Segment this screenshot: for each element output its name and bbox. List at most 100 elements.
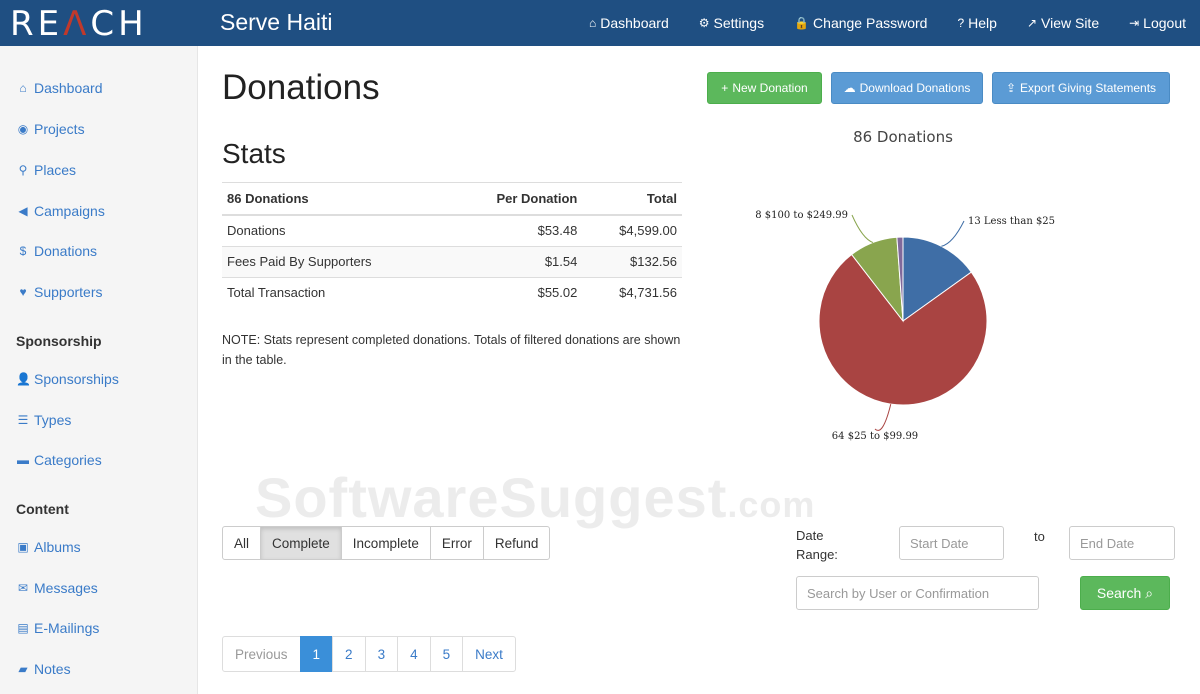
sidebar-item-label: Places <box>34 162 77 178</box>
nav-view-site[interactable]: ↗ View Site <box>1027 15 1099 31</box>
sidebar-item-e-mailings[interactable]: ▤ E-Mailings <box>16 620 99 636</box>
help-icon: ? <box>957 16 965 30</box>
sidebar-item-label: Campaigns <box>34 203 105 219</box>
filter-error-button[interactable]: Error <box>429 526 484 560</box>
heart-icon: ♥ <box>19 285 27 299</box>
pie-label-connector <box>874 403 892 431</box>
start-date-input[interactable]: Start Date <box>899 526 1004 560</box>
sidebar-item-label: Donations <box>34 243 98 259</box>
end-date-input[interactable]: End Date <box>1069 526 1175 560</box>
button-label: New Donation <box>732 81 808 95</box>
sidebar-item-supporters[interactable]: ♥ Supporters <box>16 284 102 300</box>
sidebar-item-projects[interactable]: ◉ Projects <box>16 121 85 137</box>
stats-heading: Stats <box>222 138 286 169</box>
organization-name: Serve Haiti <box>220 9 333 35</box>
sidebar-item-dashboard[interactable]: ⌂ Dashboard <box>16 80 103 96</box>
filter-complete-button[interactable]: Complete <box>260 526 342 560</box>
table-cell: $55.02 <box>448 276 583 308</box>
button-label: Download Donations <box>859 81 971 95</box>
filter-refund-button[interactable]: Refund <box>482 526 551 560</box>
logout-icon: ⇥ <box>1129 16 1140 30</box>
table-header-row: 86 Donations Per Donation Total <box>222 182 682 216</box>
nav-change-password[interactable]: 🔒 Change Password <box>794 15 927 31</box>
nav-label: View Site <box>1041 15 1100 31</box>
nav-dashboard[interactable]: ⌂ Dashboard <box>589 15 669 31</box>
lock-icon: 🔒 <box>794 16 810 30</box>
export-icon: ⇪ <box>1005 81 1016 95</box>
nav-help[interactable]: ? Help <box>957 15 996 31</box>
pagination-page-1[interactable]: 1 <box>299 636 334 672</box>
new-donation-button[interactable]: + New Donation <box>707 72 822 104</box>
pagination-page-3[interactable]: 3 <box>364 636 399 672</box>
sidebar-item-label: Dashboard <box>34 80 103 96</box>
sidebar-item-label: Sponsorships <box>34 371 119 387</box>
sidebar-item-types[interactable]: ☰ Types <box>16 412 72 428</box>
nav-logout[interactable]: ⇥ Logout <box>1129 15 1186 31</box>
pie-slice[interactable] <box>896 236 904 322</box>
sidebar-item-notes[interactable]: ▰ Notes <box>16 661 71 677</box>
sidebar-heading-content: Content <box>16 501 69 517</box>
table-cell: Donations <box>222 214 449 246</box>
sidebar-item-categories[interactable]: ▬ Categories <box>16 452 102 468</box>
chart-title: 86 Donations <box>853 128 953 146</box>
search-button[interactable]: Search ⌕ <box>1080 576 1170 610</box>
sidebar-item-label: Supporters <box>34 284 103 300</box>
sidebar-item-donations[interactable]: $ Donations <box>16 243 97 259</box>
pagination-previous[interactable]: Previous <box>222 636 301 672</box>
pie-label-connector <box>941 220 965 247</box>
sidebar-item-label: Albums <box>34 539 81 555</box>
watermark: SoftwareSuggest.com <box>255 465 815 530</box>
export-giving-statements-button[interactable]: ⇪ Export Giving Statements <box>992 72 1170 104</box>
sidebar-item-places[interactable]: ⚲ Places <box>16 162 76 178</box>
pagination-next[interactable]: Next <box>462 636 516 672</box>
column-header: 86 Donations <box>222 182 449 216</box>
top-navbar: REΛCH Serve Haiti ⌂ Dashboard ⚙ Settings 🔒… <box>0 0 1200 46</box>
table-cell: Total Transaction <box>222 276 449 308</box>
pie-slice[interactable] <box>902 236 973 322</box>
nav-settings[interactable]: ⚙ Settings <box>699 15 764 31</box>
sidebar-item-label: Messages <box>34 580 98 596</box>
nav-label: Settings <box>713 15 765 31</box>
picture-icon: ▣ <box>17 540 29 554</box>
nav-label: Dashboard <box>600 15 669 31</box>
cloud-download-icon: ☁ <box>843 81 856 95</box>
mailing-icon: ▤ <box>17 621 29 635</box>
reach-logo[interactable]: REΛCH <box>10 4 148 44</box>
pie-slice[interactable] <box>818 253 988 406</box>
filter-incomplete-button[interactable]: Incomplete <box>340 526 431 560</box>
table-cell: $132.56 <box>582 245 682 277</box>
pagination: Previous 1 2 3 4 5 Next <box>222 636 516 672</box>
sidebar-item-albums[interactable]: ▣ Albums <box>16 539 81 555</box>
to-label: to <box>1034 529 1045 544</box>
user-icon: 👤 <box>16 372 31 386</box>
donations-pie-chart: 13 Less than $25 64 $25 to $99.99 8 $100 t… <box>755 210 1055 442</box>
top-nav: ⌂ Dashboard ⚙ Settings 🔒 Change Password ? H… <box>589 0 1186 46</box>
search-icon: ⌕ <box>1145 584 1154 601</box>
table-row: Fees Paid By Supporters $1.54 $132.56 <box>222 245 682 277</box>
page-title: Donations <box>222 68 380 107</box>
sidebar-item-label: Notes <box>34 661 71 677</box>
pie-slice-label: 13 Less than $25 <box>968 216 1055 227</box>
pagination-page-2[interactable]: 2 <box>332 636 366 672</box>
home-icon: ⌂ <box>19 81 27 95</box>
table-cell: $4,599.00 <box>582 214 682 246</box>
home-icon: ⌂ <box>588 16 597 30</box>
column-header: Per Donation <box>448 182 583 216</box>
sidebar-heading-sponsorship: Sponsorship <box>16 333 102 349</box>
table-cell: Fees Paid By Supporters <box>222 245 449 277</box>
download-donations-button[interactable]: ☁ Download Donations <box>831 72 983 104</box>
external-link-icon: ↗ <box>1026 16 1037 30</box>
pagination-page-5[interactable]: 5 <box>429 636 464 672</box>
sidebar-item-label: Types <box>34 412 72 428</box>
sidebar-item-label: Categories <box>34 452 102 468</box>
filter-all-button[interactable]: All <box>222 526 262 560</box>
search-input[interactable]: Search by User or Confirmation <box>796 576 1039 610</box>
status-filter-group: All Complete Incomplete Error Refund <box>222 526 551 560</box>
sidebar-item-sponsorships[interactable]: 👤 Sponsorships <box>16 371 119 387</box>
stats-table: 86 Donations Per Donation Total Donation… <box>222 182 682 308</box>
comment-icon: ▰ <box>18 662 28 676</box>
pagination-page-4[interactable]: 4 <box>397 636 431 672</box>
watermark-text: SoftwareSuggest <box>255 466 728 529</box>
sidebar-item-messages[interactable]: ✉ Messages <box>16 580 98 596</box>
sidebar-item-campaigns[interactable]: ◀ Campaigns <box>16 203 105 219</box>
